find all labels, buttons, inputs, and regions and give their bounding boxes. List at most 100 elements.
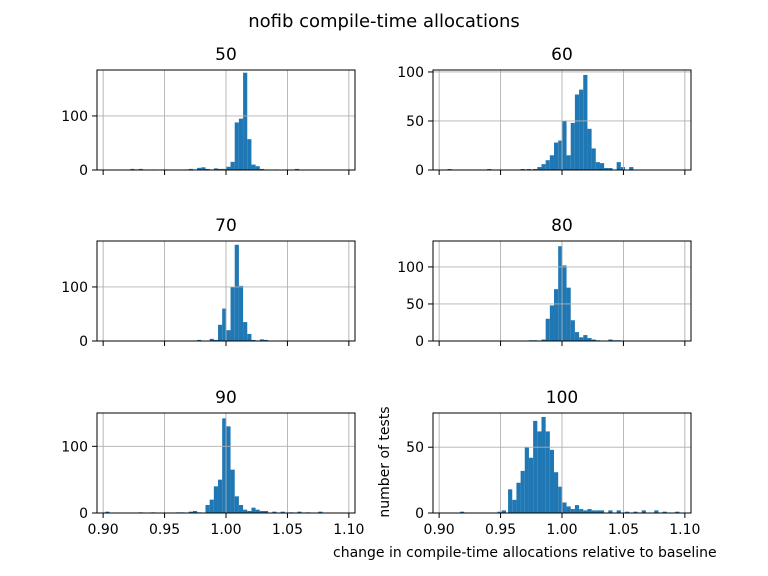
histogram-bar xyxy=(188,168,193,170)
y-tick-label: 100 xyxy=(397,65,424,81)
histogram-bar xyxy=(209,499,214,513)
histogram-bar xyxy=(541,339,546,341)
histogram-bar xyxy=(558,140,563,170)
histogram-bar xyxy=(218,168,223,170)
x-tick-label: 1.00 xyxy=(546,522,577,538)
histogram-bar xyxy=(533,420,538,513)
x-tick-label: 0.90 xyxy=(424,522,455,538)
x-tick-label: 1.00 xyxy=(210,522,241,538)
x-tick-label: 0.95 xyxy=(149,522,180,538)
histogram-bar xyxy=(545,431,550,513)
histogram-bar xyxy=(549,449,555,513)
histogram-bar xyxy=(562,502,567,513)
subplot-80: 0 50 100 80 xyxy=(397,216,692,350)
histogram-bar xyxy=(675,511,680,513)
histogram-bar xyxy=(554,289,559,341)
histogram-bar xyxy=(579,337,584,341)
y-tick-label: 100 xyxy=(61,280,88,296)
histogram-bar xyxy=(497,511,502,513)
x-tick-label: 1.10 xyxy=(669,522,700,538)
histogram-bar xyxy=(226,426,231,513)
histogram-bar xyxy=(255,166,260,170)
histogram-bar xyxy=(251,507,256,513)
histogram-bar xyxy=(562,265,567,341)
histogram-bar xyxy=(562,120,567,170)
histogram-bar xyxy=(579,89,584,170)
histogram-bar xyxy=(294,168,300,170)
histogram-bar xyxy=(591,148,596,170)
histogram-bar xyxy=(570,320,575,341)
histogram-bars xyxy=(528,246,621,341)
histogram-bars xyxy=(105,418,323,513)
y-tick-label: 100 xyxy=(61,439,88,455)
histogram-bar xyxy=(554,142,559,170)
x-tick-label: 1.10 xyxy=(333,522,364,538)
histogram-bar xyxy=(599,510,605,513)
subplot-title: 80 xyxy=(551,216,573,236)
x-tick-label: 1.05 xyxy=(272,522,303,538)
histogram-bar xyxy=(583,510,588,513)
histogram-bar xyxy=(591,339,596,341)
histogram-bar xyxy=(226,166,231,170)
histogram-bar xyxy=(197,167,202,170)
subplot-title: 60 xyxy=(551,45,573,65)
histogram-bar xyxy=(263,339,269,341)
histogram-bar xyxy=(188,511,193,513)
histogram-bar xyxy=(255,509,260,513)
histogram-bar xyxy=(570,122,575,170)
histogram-bar xyxy=(641,510,646,513)
histogram-bar xyxy=(512,499,517,513)
histogram-bar xyxy=(520,470,525,513)
histogram-bar xyxy=(205,505,210,513)
histogram-bar xyxy=(616,510,621,513)
y-tick-label: 0 xyxy=(415,506,424,522)
histogram-bar xyxy=(213,339,219,341)
y-axis-label: number of tests xyxy=(377,406,393,517)
histogram-bar xyxy=(574,94,580,170)
histogram-bar xyxy=(554,472,559,513)
histogram-bar xyxy=(460,511,465,513)
histogram-bar xyxy=(226,330,231,341)
histogram-bar xyxy=(259,168,264,170)
histogram-bar xyxy=(524,447,529,513)
histogram-bar xyxy=(587,128,592,170)
histogram-bar xyxy=(537,431,542,513)
subplot-50: 0 100 50 xyxy=(61,45,356,179)
histogram-bar xyxy=(209,338,214,341)
histogram-bar xyxy=(608,510,613,513)
histogram-bar xyxy=(570,509,575,513)
histogram-bar xyxy=(234,122,239,170)
histogram-bar xyxy=(566,155,571,170)
histogram-bar xyxy=(318,511,323,513)
subplot-70: 0 100 70 xyxy=(61,216,356,350)
x-tick-label: 0.90 xyxy=(88,522,119,538)
histogram-bar xyxy=(595,162,600,170)
histogram-bar xyxy=(528,457,534,513)
histogram-bar xyxy=(508,489,513,513)
histogram-bar xyxy=(599,163,605,170)
histogram-bar xyxy=(201,167,206,170)
y-tick-label: 0 xyxy=(415,334,424,350)
histogram-bar xyxy=(558,486,563,513)
histogram-bar xyxy=(633,511,638,513)
y-tick-label: 0 xyxy=(79,506,88,522)
histogram-bar xyxy=(558,246,563,341)
histogram-bar xyxy=(541,164,546,170)
histogram-bar xyxy=(654,510,659,513)
histogram-bar xyxy=(213,486,219,513)
x-tick-label: 1.05 xyxy=(608,522,639,538)
subplot-90: 0.90 0.95 1.00 1.05 1.10 0 100 90 xyxy=(61,388,364,538)
histogram-bar xyxy=(587,338,592,341)
y-tick-label: 0 xyxy=(415,163,424,179)
histogram-bar xyxy=(608,168,613,170)
histogram-bar xyxy=(222,168,227,170)
y-tick-label: 50 xyxy=(406,440,424,456)
histogram-bar xyxy=(218,479,223,513)
histogram-bar xyxy=(620,167,626,170)
histogram-bar xyxy=(608,339,613,341)
histogram-bar xyxy=(238,505,244,513)
histogram-bar xyxy=(549,305,555,341)
histogram-bar xyxy=(549,155,555,170)
histogram-bar xyxy=(604,168,609,170)
